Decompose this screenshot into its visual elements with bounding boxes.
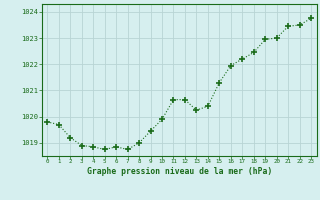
X-axis label: Graphe pression niveau de la mer (hPa): Graphe pression niveau de la mer (hPa) <box>87 167 272 176</box>
